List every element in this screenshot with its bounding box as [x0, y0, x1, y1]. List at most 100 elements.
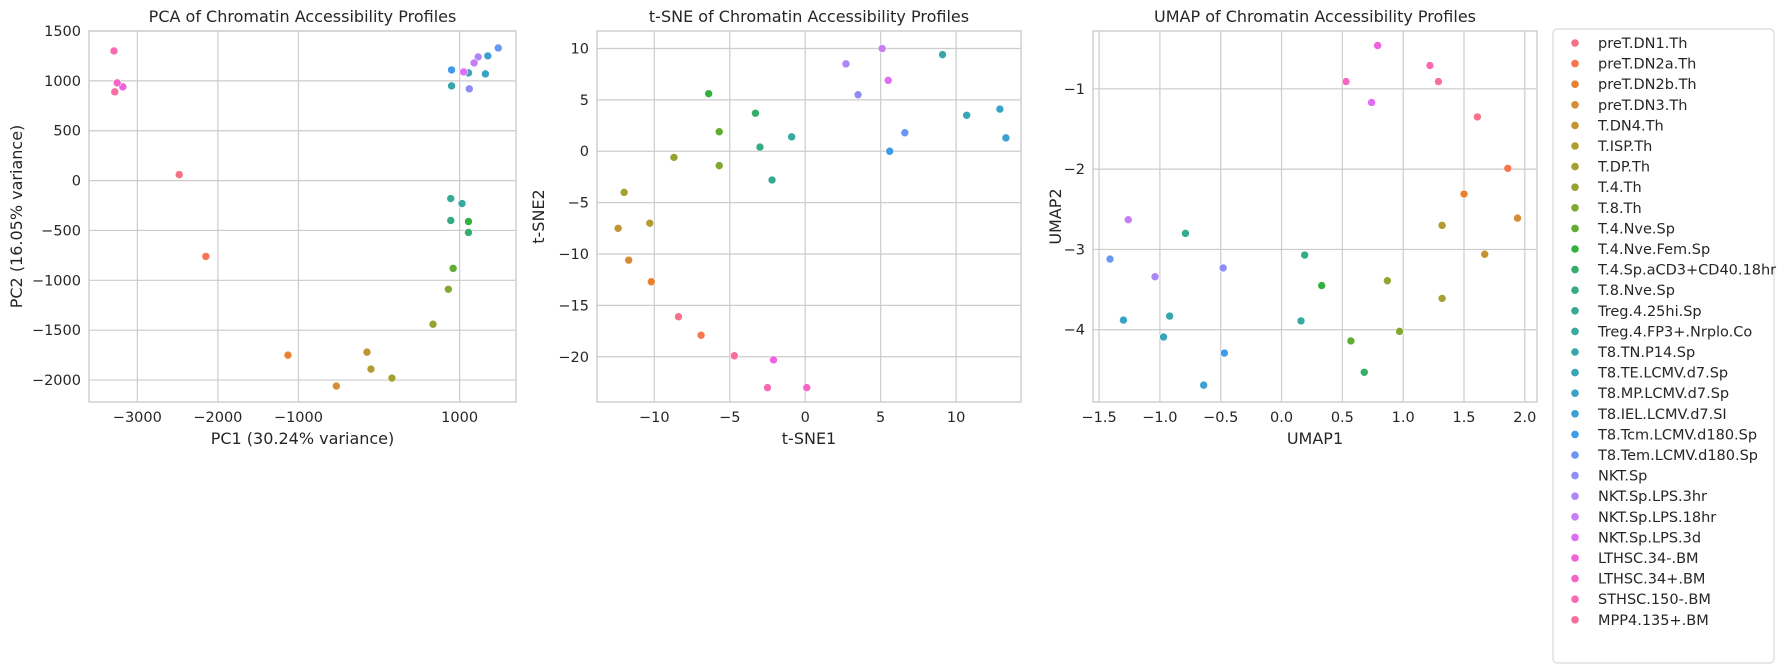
- legend-marker: [1571, 451, 1579, 459]
- data-point-T.ISP.Th: [645, 218, 655, 228]
- data-point-preT.DN1.Th: [674, 312, 683, 322]
- tsne-x-tick-label: 10: [947, 410, 965, 426]
- legend-item: preT.DN2b.Th: [1571, 77, 1697, 93]
- legend-marker: [1571, 327, 1579, 336]
- data-point-preT.DN3.Th: [332, 381, 341, 391]
- tsne-x-tick-label: 0: [801, 410, 810, 426]
- umap-frame: [1092, 30, 1538, 403]
- legend-box: [1552, 28, 1775, 664]
- umap-y-tick-label: −4: [1064, 323, 1085, 339]
- data-point-T.DP.Th: [1437, 294, 1447, 303]
- data-point-T8.TE.LCMV.d7.Sp: [962, 110, 971, 120]
- legend-item: NKT.Sp.LPS.3hr: [1571, 489, 1707, 505]
- data-point-T8.Tem.LCMV.d180.Sp: [1105, 254, 1115, 264]
- data-point-NKT.Sp: [464, 84, 474, 94]
- legend-item: T8.TE.LCMV.d7.Sp: [1571, 366, 1728, 382]
- legend-label: T8.MP.LCMV.d7.Sp: [1597, 386, 1729, 402]
- data-point-T8.Tcm.LCMV.d180.Sp: [1220, 348, 1229, 358]
- legend-item: T.8.Th: [1571, 201, 1642, 217]
- legend-label: T.ISP.Th: [1597, 139, 1652, 155]
- data-point-STHSC.150-.BM: [1425, 61, 1435, 70]
- data-point-T.DP.Th: [619, 188, 629, 197]
- data-point-preT.DN2b.Th: [647, 277, 656, 287]
- data-point-MPP4.135+.BM: [110, 87, 120, 97]
- data-point-preT.DN2a.Th: [201, 252, 211, 261]
- data-point-preT.DN2a.Th: [696, 330, 706, 340]
- legend-marker: [1571, 121, 1579, 130]
- data-point-LTHSC.34+.BM: [112, 78, 122, 88]
- umap-x-tick-label: −1.0: [1142, 410, 1177, 426]
- legend-label: T8.Tcm.LCMV.d180.Sp: [1597, 427, 1757, 443]
- legend-item: T.ISP.Th: [1571, 139, 1652, 155]
- tsne-y-tick-label: 0: [580, 144, 589, 160]
- data-point-NKT.Sp.LPS.18hr: [877, 44, 887, 53]
- legend-marker: [1571, 101, 1579, 109]
- legend-item: preT.DN1.Th: [1571, 36, 1687, 52]
- pca-y-tick-label: −2000: [32, 373, 81, 389]
- data-point-LTHSC.34-.BM: [1373, 41, 1382, 50]
- legend-label: T.DP.Th: [1597, 160, 1650, 176]
- data-point-T8.Tem.LCMV.d180.Sp: [900, 128, 910, 138]
- umap-panel: −1.5 −1.0 −0.5 0.0 0.5 1.0 1.5 2.0 −1 −2 −3 −4 UMAP …: [1046, 7, 1538, 448]
- data-point-T.8.Nve.Sp: [755, 142, 765, 152]
- data-point-T.8.Th: [714, 161, 724, 170]
- legend-item: NKT.Sp.LPS.3d: [1571, 530, 1701, 546]
- data-point-MPP4.135+.BM: [730, 351, 739, 361]
- legend: preT.DN1.Th preT.DN2a.Th preT.DN2b.Th preT.…: [1552, 28, 1776, 664]
- legend-item: NKT.Sp: [1571, 469, 1647, 485]
- data-point-T.8.Nve.Sp: [1300, 250, 1309, 260]
- pca-x-tick-label: −1000: [274, 410, 323, 426]
- data-point-T.4.Sp.aCD3+CD40.18hr: [464, 228, 473, 237]
- data-point-NKT.Sp.LPS.3hr: [1150, 272, 1160, 282]
- legend-label: preT.DN2b.Th: [1598, 77, 1697, 93]
- legend-label: T.4.Sp.aCD3+CD40.18hr: [1597, 263, 1776, 279]
- legend-item: T.4.Sp.aCD3+CD40.18hr: [1571, 263, 1776, 279]
- legend-item: NKT.Sp.LPS.18hr: [1571, 510, 1716, 526]
- pca-x-tick-label: 1000: [441, 410, 478, 426]
- data-point-preT.DN1.Th: [1473, 112, 1482, 122]
- umap-y-tick-label: −2: [1064, 162, 1085, 178]
- data-point-T8.MP.LCMV.d7.Sp: [1119, 315, 1128, 325]
- pca-y-tick-label: −1500: [32, 323, 81, 339]
- legend-marker: [1571, 59, 1579, 68]
- legend-marker: [1571, 348, 1579, 356]
- data-point-T.4.Sp.aCD3+CD40.18hr: [751, 108, 760, 118]
- umap-x-tick-label: 1.0: [1392, 410, 1415, 426]
- legend-label: preT.DN2a.Th: [1598, 57, 1696, 73]
- tsne-y-tick-label: −5: [568, 196, 589, 212]
- data-point-Treg.4.25hi.Sp: [446, 194, 456, 203]
- data-point-Treg.4.25hi.Sp: [767, 175, 777, 185]
- data-point-T.4.Nve.Sp: [714, 127, 724, 137]
- legend-label: NKT.Sp: [1598, 469, 1647, 485]
- legend-label: Treg.4.FP3+.Nrplo.Co: [1597, 324, 1752, 340]
- legend-label: T.8.Nve.Sp: [1597, 283, 1675, 299]
- tsne-plot-area: [597, 31, 1021, 402]
- data-point-Treg.4.FP3+.Nrplo.Co: [787, 132, 796, 142]
- tsne-x-tick-label: −10: [639, 410, 670, 426]
- umap-y-tick-label: −3: [1064, 242, 1085, 258]
- legend-marker: [1571, 162, 1579, 171]
- data-point-LTHSC.34+.BM: [802, 383, 812, 392]
- tsne-frame: [596, 30, 1022, 403]
- legend-item: LTHSC.34-.BM: [1571, 551, 1699, 567]
- data-point-preT.DN3.Th: [1513, 213, 1522, 223]
- pca-x-tick-label: −3000: [113, 410, 162, 426]
- legend-marker: [1571, 574, 1579, 583]
- data-point-T8.TN.P14.Sp: [447, 81, 456, 91]
- legend-item: MPP4.135+.BM: [1571, 613, 1709, 629]
- pca-y-axis-label: PC2 (16.05% variance): [7, 125, 26, 309]
- data-point-NKT.Sp.LPS.3d: [1367, 98, 1376, 107]
- legend-label: T.4.Nve.Fem.Sp: [1597, 242, 1710, 258]
- data-point-T8.TN.P14.Sp: [938, 50, 947, 59]
- legend-label: LTHSC.34-.BM: [1598, 551, 1699, 567]
- data-point-preT.DN3.Th: [624, 255, 633, 265]
- data-point-T.4.Th: [1383, 276, 1392, 286]
- data-point-T.8.Nve.Sp: [446, 216, 456, 225]
- legend-item: T8.TN.P14.Sp: [1571, 345, 1695, 361]
- legend-label: T.4.Nve.Sp: [1597, 221, 1675, 237]
- legend-marker: [1571, 616, 1579, 624]
- data-point-T8.MP.LCMV.d7.Sp: [995, 104, 1005, 114]
- tsne-y-axis-label: t-SNE2: [529, 189, 548, 243]
- legend-item: STHSC.150-.BM: [1571, 592, 1711, 608]
- data-point-T.DN4.Th: [362, 347, 372, 357]
